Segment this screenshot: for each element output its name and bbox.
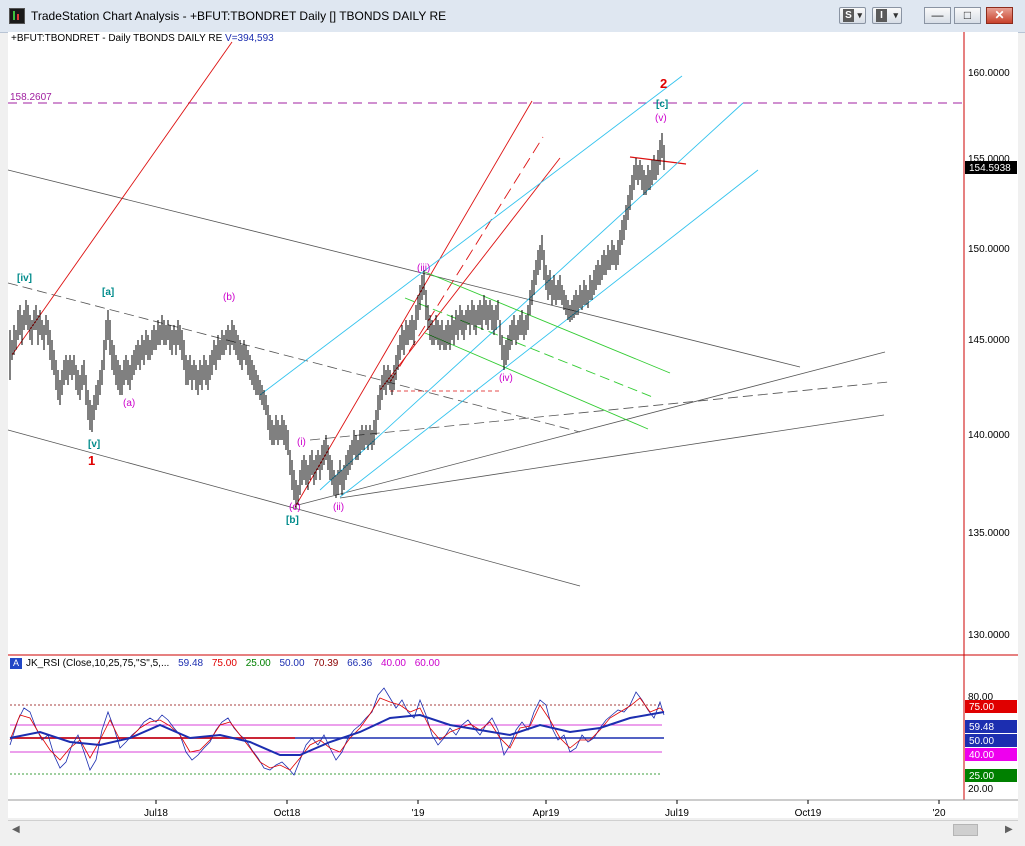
indicator-header: A JK_RSI (Close,10,25,75,"S",5,... 59.48 … (10, 658, 440, 669)
rsi-tick: 80.00 (968, 692, 993, 703)
indicator-value: 60.00 (414, 658, 440, 669)
chevron-down-icon: ▾ (893, 10, 898, 20)
date-tick: '20 (932, 808, 945, 819)
price-axis: 160.0000 155.0000 150.0000 145.0000 140.… (968, 68, 1010, 641)
wave-label: [v] (88, 439, 100, 450)
scrollbar-thumb[interactable] (953, 824, 978, 836)
indicator-value: 59.48 (178, 658, 204, 669)
date-axis: Jul18 Oct18 '19 Apr19 Jul19 Oct19 '20 (144, 808, 946, 819)
scroll-left-icon[interactable]: ◀ (12, 824, 20, 835)
date-tick: '19 (411, 808, 424, 819)
green-fork (404, 271, 671, 430)
date-tick: Oct19 (795, 808, 822, 819)
wave-label: (v) (655, 113, 667, 124)
date-tick: Oct18 (274, 808, 301, 819)
chevron-down-icon: ▾ (857, 10, 862, 20)
indicator-value: 66.36 (347, 658, 373, 669)
reference-level-label: 158.2607 (10, 92, 52, 103)
last-price-label: 154.5938 (969, 163, 1011, 174)
gray-channel (7, 169, 889, 587)
minimize-button[interactable]: — (924, 7, 951, 24)
i-menu-button[interactable]: I ▾ (872, 7, 902, 24)
price-tick: 155.0000 (968, 154, 1010, 165)
rsi-box-25 (965, 769, 1017, 782)
wave-label: (iv) (499, 373, 513, 384)
symbol-text: +BFUT:TBONDRET - Daily TBONDS DAILY RE (11, 33, 223, 44)
wave-label: (iii) (417, 263, 430, 274)
wave-label: (a) (123, 398, 135, 409)
wave-label: (ii) (333, 502, 344, 513)
title-bar: TradeStation Chart Analysis - +BFUT:TBON… (0, 0, 1025, 33)
close-button[interactable]: ✕ (986, 7, 1013, 24)
wave-label: [iv] (17, 273, 32, 284)
price-tick: 140.0000 (968, 430, 1010, 441)
symbol-label: +BFUT:TBONDRET - Daily TBONDS DAILY RE V… (11, 33, 274, 44)
rsi-tick: 20.00 (968, 784, 993, 795)
date-ticks (155, 800, 940, 804)
maximize-button[interactable]: □ (954, 7, 981, 24)
tradestation-app-icon (9, 8, 25, 24)
rsi-tick: 59.48 (969, 722, 994, 733)
rsi-box-50 (965, 734, 1017, 747)
wave-label: (c) (289, 502, 301, 513)
rsi-box-40 (965, 748, 1017, 761)
volume-label: V=394,593 (225, 33, 274, 44)
cyan-fork (259, 75, 759, 498)
date-tick: Jul18 (144, 808, 168, 819)
rsi-tick: 40.00 (969, 750, 994, 761)
rsi-tick: 25.00 (969, 771, 994, 782)
wave-labels: [iv] [a] [v] 1 (b) (a) (c) [b] (i) (ii) … (17, 76, 668, 526)
price-tick: 135.0000 (968, 528, 1010, 539)
indicator-value: 50.00 (279, 658, 305, 669)
indicator-badge[interactable]: A (10, 658, 22, 669)
price-bars (9, 133, 665, 508)
wave-label: 2 (660, 76, 667, 91)
date-tick: Jul19 (665, 808, 689, 819)
wave-label: (b) (223, 292, 235, 303)
indicator-value: 25.00 (245, 658, 271, 669)
wave-label: [c] (656, 99, 668, 110)
last-price-box (965, 161, 1017, 174)
wave-label: [a] (102, 287, 114, 298)
rsi-tick: 50.00 (969, 736, 994, 747)
price-tick: 160.0000 (968, 68, 1010, 79)
date-tick: Apr19 (533, 808, 560, 819)
wave-label: (i) (297, 437, 306, 448)
scroll-right-icon[interactable]: ▶ (1005, 824, 1013, 835)
horizontal-scrollbar[interactable]: ◀ ▶ (8, 820, 1018, 839)
rsi-tick: 75.00 (969, 702, 994, 713)
price-tick: 130.0000 (968, 630, 1010, 641)
chart-area[interactable] (8, 32, 1018, 818)
window-title: TradeStation Chart Analysis - +BFUT:TBON… (31, 9, 447, 23)
rsi-box-75 (965, 700, 1017, 713)
indicator-value: 40.00 (380, 658, 406, 669)
indicator-value: 70.39 (313, 658, 339, 669)
wave-label: [b] (286, 515, 299, 526)
indicator-value: 75.00 (211, 658, 237, 669)
rsi-box-5948 (965, 720, 1017, 733)
red-fork (11, 41, 687, 508)
rsi-axis: 80.00 75.00 59.48 50.00 40.00 25.00 20.0… (965, 692, 1017, 795)
s-menu-button[interactable]: S ▾ (839, 7, 866, 24)
wave-label: 1 (88, 453, 95, 468)
price-tick: 150.0000 (968, 244, 1010, 255)
rsi-panel (9, 687, 665, 776)
price-tick: 145.0000 (968, 335, 1010, 346)
indicator-name: JK_RSI (Close,10,25,75,"S",5,... (26, 658, 170, 669)
